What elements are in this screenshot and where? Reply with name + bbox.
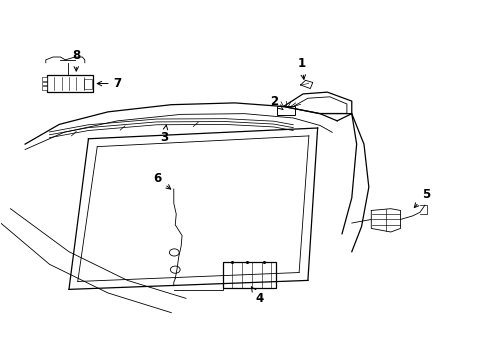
Bar [277, 107, 294, 115]
Text: 5: 5 [413, 188, 429, 208]
Text: 7: 7 [97, 77, 122, 90]
Text: 4: 4 [251, 287, 263, 305]
Bar [47, 75, 93, 92]
Text: 6: 6 [153, 172, 170, 189]
Bar [42, 77, 47, 81]
Text: 1: 1 [297, 57, 305, 79]
Bar [222, 262, 276, 288]
Text: 3: 3 [160, 125, 168, 144]
Bar [83, 78, 92, 89]
Bar [42, 82, 47, 85]
Bar [42, 86, 47, 90]
Text: 8: 8 [72, 49, 80, 71]
Text: 2: 2 [269, 95, 283, 109]
